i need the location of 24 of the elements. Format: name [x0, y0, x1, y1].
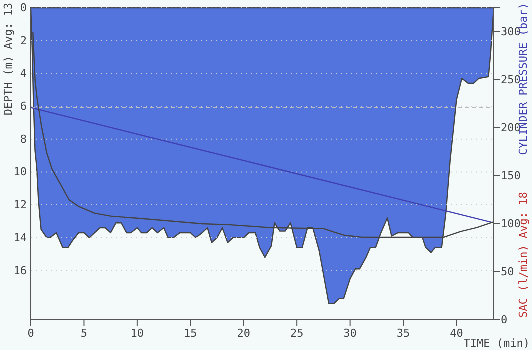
x-tick-label: 35 [396, 326, 410, 340]
y-tick-label: 16 [14, 264, 27, 278]
y-tick-label: 2 [20, 34, 27, 48]
x-tick-label: 20 [237, 326, 250, 340]
x-tick-label: 5 [80, 326, 88, 340]
x-tick-label: 25 [290, 326, 304, 340]
y-tick-label: 4 [20, 67, 28, 80]
x-tick-label: 10 [130, 326, 144, 340]
y-tick-label: 12 [14, 198, 27, 212]
y2-tick-label: 50 [501, 266, 514, 279]
y-tick-label: 6 [20, 100, 27, 114]
y2-tick-label: 150 [501, 170, 521, 183]
y2-tick-label: 0 [501, 314, 508, 327]
x-tick-label: 30 [344, 326, 357, 340]
y-tick-label: 10 [14, 166, 27, 179]
y-axis-title: DEPTH (m) Avg: 13 [2, 3, 15, 116]
x-tick-label: 15 [184, 326, 198, 340]
y-tick-label: 8 [20, 132, 27, 146]
y2-tick-label: 300 [501, 26, 521, 39]
x-tick-label: 40 [450, 326, 464, 340]
y-tick-label: 14 [14, 231, 28, 244]
x-axis-title: TIME (min) [464, 337, 530, 350]
y-tick-label: 0 [20, 2, 27, 15]
y2-tick-label: 100 [501, 218, 521, 231]
